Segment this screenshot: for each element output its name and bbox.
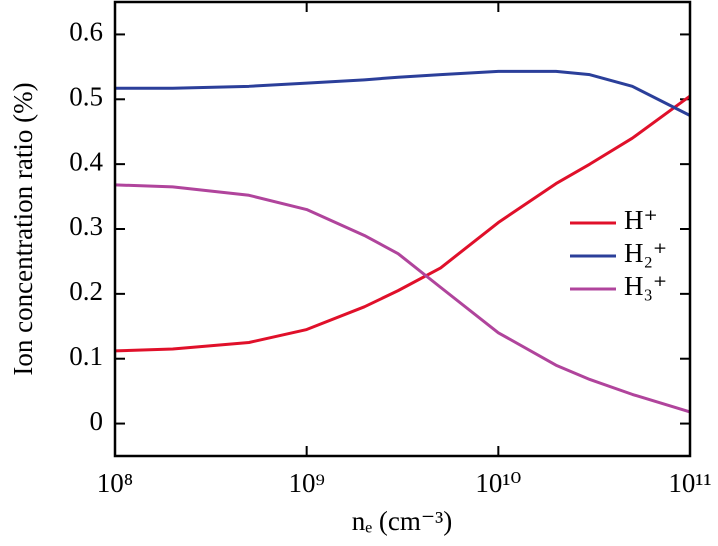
y-tick-label: 0.2 bbox=[69, 276, 103, 306]
y-axis-label: Ion concentration ratio (%) bbox=[8, 82, 38, 375]
y-tick-label: 0.4 bbox=[69, 146, 103, 176]
legend-label: H⁺ bbox=[624, 205, 658, 235]
series-line bbox=[114, 183, 691, 414]
y-tick-label: 0.6 bbox=[69, 17, 103, 47]
y-tick-label: 0 bbox=[90, 406, 104, 436]
x-tick-label: 10⁹ bbox=[288, 468, 324, 498]
x-tick-label: 10¹¹ bbox=[668, 468, 711, 498]
series-line bbox=[115, 69, 691, 117]
y-tick-label: 0.1 bbox=[69, 341, 103, 371]
legend-label: H₂⁺ bbox=[624, 238, 667, 268]
x-tick-label: 10⁸ bbox=[97, 468, 133, 498]
x-tick-label: 10¹⁰ bbox=[475, 468, 521, 498]
y-tick-label: 0.5 bbox=[69, 81, 103, 111]
x-axis-label: nₑ (cm⁻³) bbox=[352, 506, 453, 536]
legend-label: H₃⁺ bbox=[624, 271, 667, 301]
plot-frame bbox=[113, 0, 692, 458]
y-tick-label: 0.3 bbox=[69, 211, 103, 241]
series-line bbox=[114, 94, 691, 353]
